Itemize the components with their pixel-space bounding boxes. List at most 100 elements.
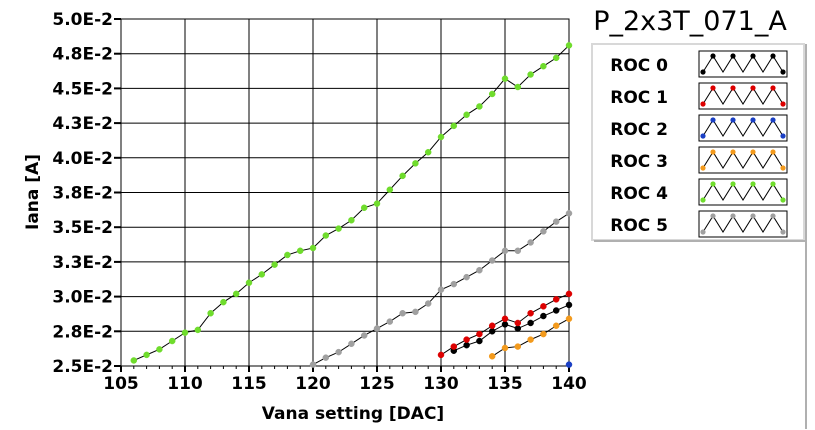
legend-label: ROC 0 [610,56,668,76]
x-tick-label: 140 [551,374,587,394]
y-tick-label: 3.0E-2 [52,288,113,308]
data-point [463,341,470,349]
data-point [424,148,432,156]
legend-swatch-marker [710,213,716,219]
data-point [501,344,509,352]
data-point [348,217,355,224]
y-axis-label: Iana [A] [23,154,43,230]
data-point [514,83,522,91]
legend-swatch-marker [770,85,776,91]
data-point [386,318,394,325]
data-point [309,361,317,368]
series-roc-1 [437,290,573,359]
data-point [322,232,330,239]
data-point [514,319,522,327]
data-point [514,343,522,350]
series-roc-3 [488,315,573,360]
data-point [373,200,381,207]
data-point [527,71,534,78]
legend-swatch-marker [770,149,776,155]
legend-swatch-marker [780,69,786,75]
data-point [271,261,278,268]
legend-swatch-line [702,183,784,201]
x-tick-label: 105 [103,374,139,394]
legend-swatch-line [702,87,784,105]
grid [121,19,569,366]
legend-swatch-marker [750,181,756,187]
legend-swatch-line [702,119,784,137]
data-point [552,307,560,314]
series-line [453,304,570,352]
legend-label: ROC 4 [610,184,668,204]
data-point [514,247,522,255]
data-point [565,210,573,217]
y-tick-label: 4.0E-2 [52,149,113,169]
chart-title: P_2x3T_071_A [593,6,787,37]
legend-panel [591,43,807,429]
data-point [143,351,150,359]
y-tick-label: 3.8E-2 [52,184,113,204]
data-point [348,340,355,348]
data-point [437,351,445,359]
legend-swatch-marker [700,197,706,203]
legend-swatch-marker [730,149,736,155]
legend-swatch-marker [730,53,736,59]
data-point [258,271,266,278]
data-point [552,322,560,329]
data-point [322,354,330,361]
data-point [540,312,547,320]
data-point [296,247,304,255]
x-axis-label: Vana setting [DAC] [262,404,444,424]
legend-swatch-marker [730,85,736,91]
data-point [488,353,496,360]
y-tick-label: 2.8E-2 [52,322,113,342]
data-point [156,346,163,353]
legend-swatch-marker [730,181,736,187]
data-point [399,172,406,180]
data-point [501,247,509,255]
data-point [335,225,342,232]
data-point [476,103,483,110]
legend-swatch-marker [770,181,776,187]
x-tick-label: 115 [231,374,267,394]
legend-swatch-marker [770,53,776,59]
data-point [501,321,509,328]
series-roc-5 [309,210,573,368]
x-tick-label: 135 [487,374,523,394]
data-point [552,54,560,62]
legend-swatch-marker [710,149,716,155]
data-point [463,111,470,119]
legend-label: ROC 2 [610,120,668,140]
data-point [565,42,573,49]
data-point [463,336,470,343]
y-tick-label: 3.3E-2 [52,253,113,273]
legend-swatch-marker [730,213,736,219]
data-point [412,308,419,316]
legend-label: ROC 5 [610,216,668,236]
data-point [463,273,470,281]
data-point [565,290,573,298]
y-tick-label: 4.8E-2 [52,45,113,65]
data-point [360,332,368,339]
x-tick-label: 125 [359,374,395,394]
data-point [565,361,573,368]
series-roc-4 [130,42,573,364]
data-point [514,325,522,332]
y-tick-label: 4.3E-2 [52,114,113,134]
legend-swatch-marker [780,165,786,171]
data-point [565,315,573,323]
data-point [476,330,483,338]
data-point [412,160,419,167]
legend-label: ROC 1 [610,88,668,108]
legend-swatch-marker [710,181,716,187]
legend-swatch-marker [750,117,756,123]
legend-swatch-marker [750,213,756,219]
series-roc-2 [565,361,573,368]
data-point [552,218,560,225]
legend-swatch-marker [780,133,786,139]
data-point [565,301,573,309]
data-point [450,122,458,130]
legend-swatch-marker [730,117,736,123]
data-point [527,239,534,246]
